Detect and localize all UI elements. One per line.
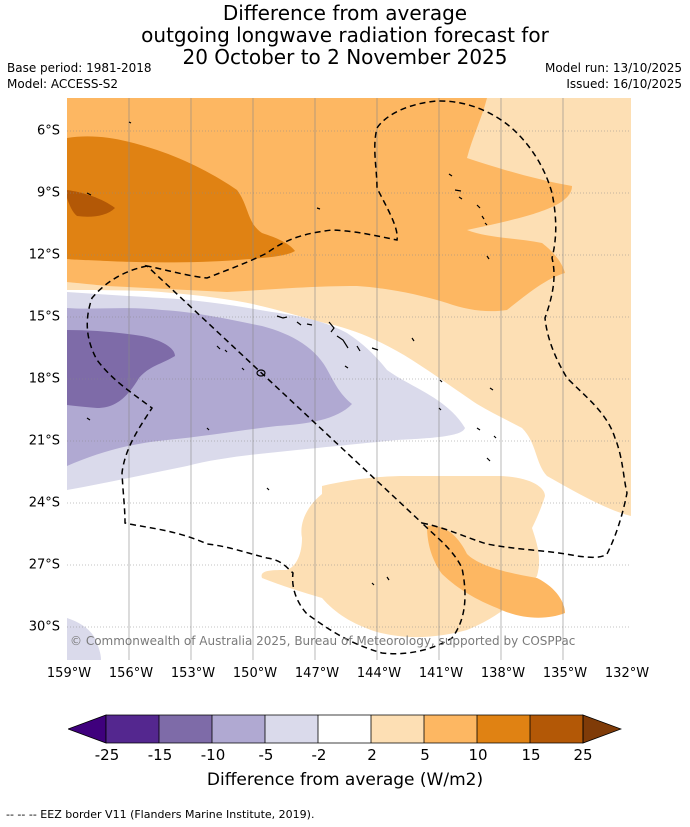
islands [86,121,497,586]
anomaly-light-lavender-sw [67,618,101,660]
colorbar-high-arrow [582,714,622,744]
title-line-2: outgoing longwave radiation forecast for [141,23,549,47]
x-tick-label: 135°W [542,666,588,681]
x-tick-label: 159°W [46,666,92,681]
colorbar-label: 10 [468,746,488,764]
x-tick-label: 147°W [294,666,340,681]
colorbar-segment [106,715,159,743]
colorbar-dividers [105,714,584,744]
model-run: Model run: 13/10/2025 [544,61,682,75]
colorbar-label: -15 [147,746,173,764]
colorbar-label: 15 [521,746,541,764]
colorbar-segment [318,715,371,743]
y-tick-label: 9°S [36,185,60,201]
colorbar-segment [371,715,424,743]
eez-legend-footer: -- -- -- EEZ border V11 (Flanders Marine… [6,808,315,821]
colorbar-low-arrow [68,714,107,744]
colorbar-label: 2 [367,746,377,764]
copyright-notice: © Commonwealth of Australia 2025, Bureau… [70,634,576,648]
y-tick-label: 12°S [28,247,60,263]
meta-left: Base period: 1981-2018 Model: ACCESS-S2 [7,60,152,92]
x-tick-label: 132°W [604,666,650,681]
y-tick-label: 18°S [28,371,60,387]
colorbar-label: -2 [311,746,327,764]
colorbar-segment [159,715,212,743]
anomaly-dark-orange [67,136,295,263]
colorbar-title: Difference from average (W/m2) [206,770,484,790]
x-tick-label: 150°W [232,666,278,681]
map-gridlines [67,98,631,660]
anomaly-brown [67,190,115,217]
map-panel [67,98,631,660]
eez-borders [86,100,628,655]
model-name: Model: ACCESS-S2 [7,77,119,91]
map-canvas [67,98,631,660]
colorbar-segment [265,715,318,743]
y-tick-label: 6°S [36,123,60,139]
base-period: Base period: 1981-2018 [7,61,152,75]
colorbar-segment [477,715,530,743]
colorbar-label: 5 [420,746,430,764]
anomaly-orange-south [427,525,565,618]
y-tick-label: 15°S [28,309,60,325]
issued-date: Issued: 16/10/2025 [566,77,682,91]
x-tick-label: 153°W [170,666,216,681]
colorbar-label: 25 [573,746,593,764]
title-line-3: 20 October to 2 November 2025 [182,45,508,69]
x-tick-label: 141°W [418,666,464,681]
colorbar [68,714,622,744]
colorbar-label: -5 [258,746,274,764]
x-tick-label: 156°W [108,666,154,681]
colorbar-label: -25 [94,746,120,764]
y-tick-label: 24°S [28,495,60,511]
colorbar-segment [424,715,477,743]
y-tick-label: 30°S [28,619,60,635]
colorbar-label: -10 [200,746,226,764]
anomaly-medium-purple [67,330,175,408]
colorbar-segment [212,715,265,743]
title-line-1: Difference from average [222,1,468,25]
x-tick-label: 144°W [356,666,402,681]
y-tick-label: 21°S [28,433,60,449]
meta-right: Model run: 13/10/2025 Issued: 16/10/2025 [545,60,682,92]
x-tick-label: 138°W [480,666,526,681]
y-tick-label: 27°S [28,557,60,573]
chart-title: Difference from average outgoing longwav… [0,2,690,68]
colorbar-segment [530,715,583,743]
